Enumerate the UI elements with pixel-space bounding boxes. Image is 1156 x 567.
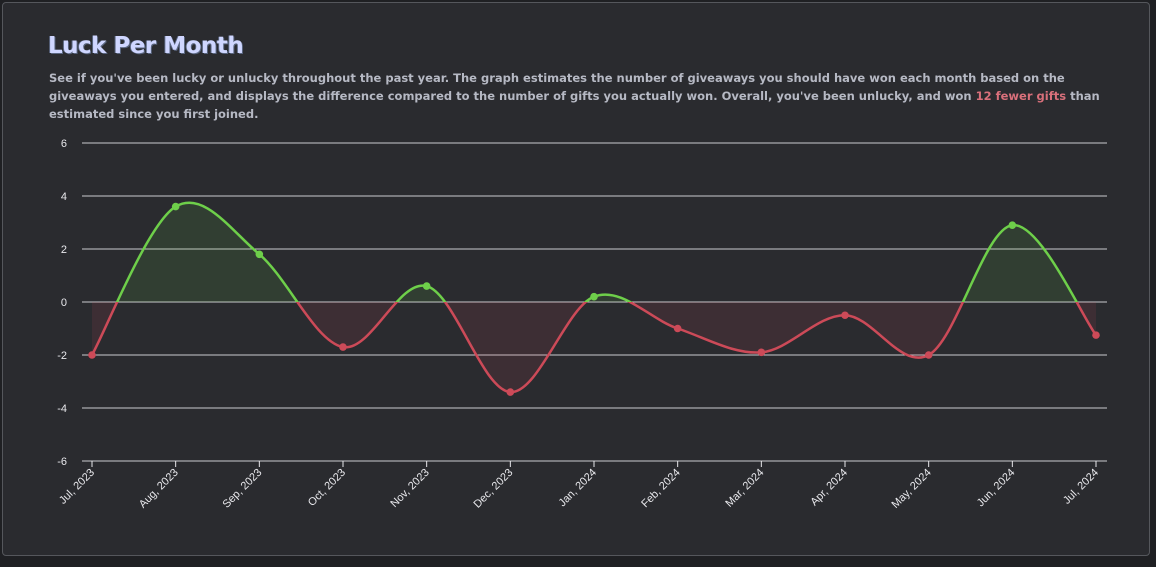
data-point xyxy=(171,202,180,211)
x-tick-label: Mar, 2024 xyxy=(723,467,766,510)
x-tick-label: Jun, 2024 xyxy=(975,467,1018,510)
y-tick-label: -2 xyxy=(57,350,67,362)
x-tick-label: Apr, 2024 xyxy=(808,467,850,509)
negative-area xyxy=(92,302,1096,393)
data-point xyxy=(590,292,598,301)
description-text-end: than estimated since you first joined. xyxy=(49,89,1100,121)
data-point xyxy=(924,351,933,359)
data-point xyxy=(339,343,347,351)
data-point xyxy=(1092,331,1100,339)
x-tick-label: Nov, 2023 xyxy=(388,467,431,510)
y-tick-label: -4 xyxy=(57,403,67,415)
x-tick-label: Jul, 2023 xyxy=(57,467,97,507)
y-tick-label: 0 xyxy=(61,297,67,309)
x-tick-label: Feb, 2024 xyxy=(639,467,683,511)
y-tick-label: 6 xyxy=(61,138,67,150)
x-tick-label: Sep, 2023 xyxy=(221,467,265,511)
luck-panel: Luck Per Month See if you've been lucky … xyxy=(2,2,1150,556)
data-point xyxy=(757,348,766,357)
chart-description: See if you've been lucky or unlucky thro… xyxy=(49,69,1104,123)
y-tick-label: 4 xyxy=(61,191,67,203)
x-tick-label: Jan, 2024 xyxy=(556,467,599,510)
description-text: See if you've been lucky or unlucky thro… xyxy=(49,71,1065,103)
data-point xyxy=(673,324,682,333)
x-tick-label: Oct, 2023 xyxy=(306,467,348,509)
fewer-gifts-highlight: 12 fewer gifts xyxy=(975,89,1067,103)
page-title: Luck Per Month xyxy=(48,33,244,59)
y-tick-label: 2 xyxy=(61,244,67,256)
x-tick-label: May, 2024 xyxy=(890,467,934,511)
x-tick-label: Aug, 2023 xyxy=(137,467,181,511)
data-point xyxy=(88,351,96,359)
data-point xyxy=(1008,221,1017,229)
y-tick-label: -6 xyxy=(57,456,67,468)
data-point xyxy=(422,282,431,290)
data-point xyxy=(841,311,849,320)
positive-area xyxy=(92,202,1096,302)
negative-line xyxy=(90,302,1097,394)
x-tick-label: Dec, 2023 xyxy=(472,467,516,511)
data-point xyxy=(506,388,515,396)
x-tick-label: Jul, 2024 xyxy=(1061,467,1101,507)
data-point xyxy=(255,250,264,259)
